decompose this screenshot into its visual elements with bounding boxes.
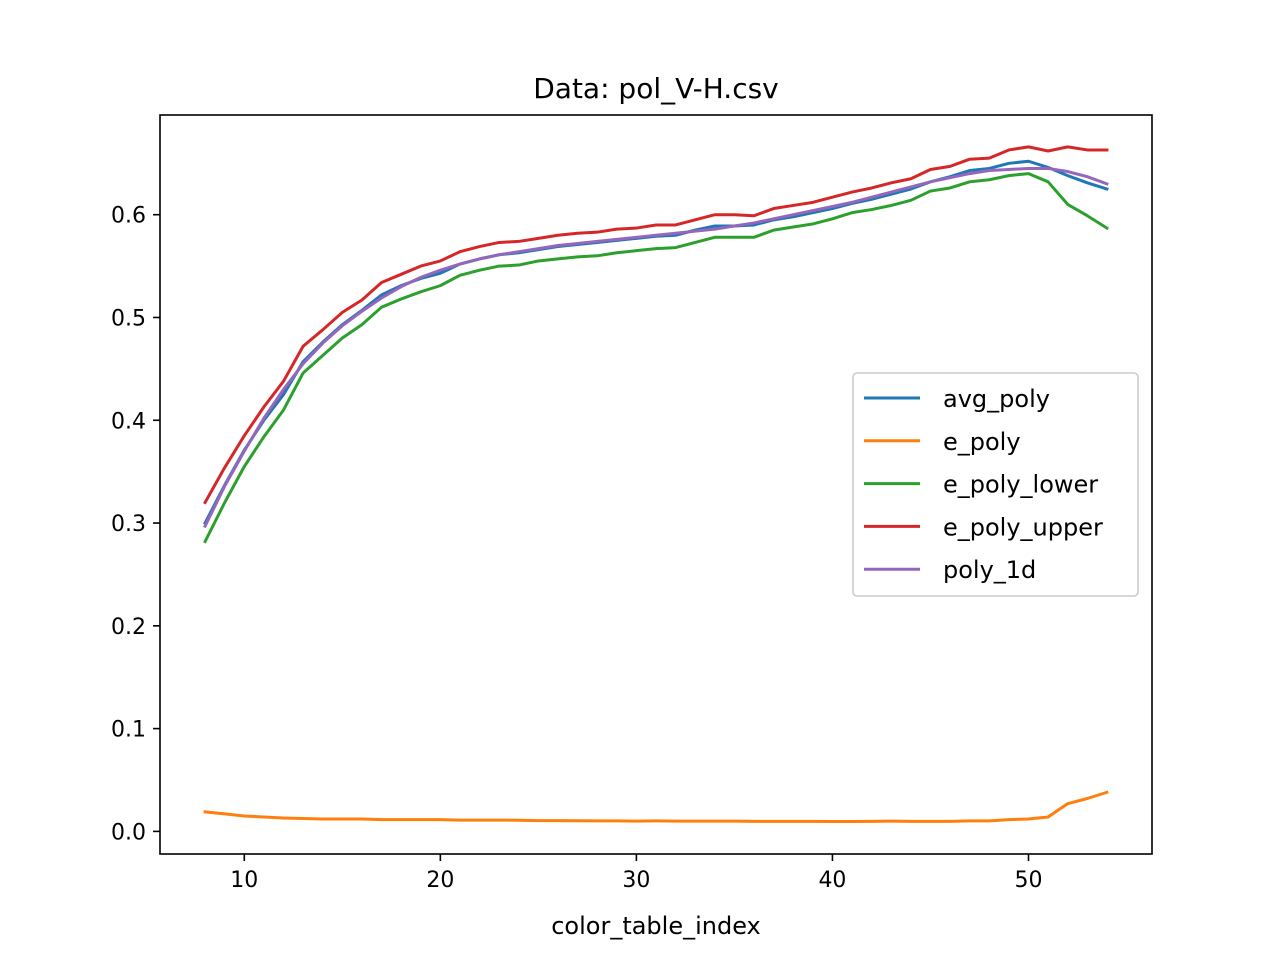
x-tick-label: 50	[1014, 868, 1042, 893]
legend-label: e_poly_lower	[943, 471, 1098, 499]
y-tick-label: 0.1	[111, 718, 146, 743]
y-tick-label: 0.0	[111, 820, 146, 845]
y-tick-label: 0.4	[111, 409, 146, 434]
legend-box	[852, 372, 1139, 597]
series-line-e-poly-lower	[203, 172, 1109, 544]
legend-label: e_poly_upper	[943, 513, 1103, 541]
x-axis-label: color_table_index	[551, 912, 761, 940]
x-tick-label: 20	[426, 868, 454, 893]
y-tick-label: 0.6	[111, 204, 146, 229]
legend-label: poly_1d	[943, 556, 1036, 584]
axes-frame	[159, 114, 1153, 855]
x-tick-label: 40	[818, 868, 846, 893]
legend: avg_poly e_poly e_poly_lower e_poly_upperpo…	[852, 372, 1139, 597]
y-tick-label: 0.5	[111, 306, 146, 331]
series-line-poly-1d	[203, 166, 1109, 529]
x-tick-label: 10	[230, 868, 258, 893]
series-layer	[203, 145, 1109, 824]
x-tick-label: 30	[622, 868, 650, 893]
y-tick-label: 0.2	[111, 615, 146, 640]
legend-label: e_poly	[943, 428, 1021, 456]
y-tick-label: 0.3	[111, 512, 146, 537]
axes-layer: 10 20 30 40 50 0.0 0.1 0.2 0.3 0.4 0.5 0.6	[111, 114, 1153, 893]
series-line-e-poly	[203, 790, 1109, 824]
chart-title: Data: pol_V-H.csv	[533, 72, 779, 105]
legend-label: avg_poly	[943, 385, 1050, 413]
series-line-e-poly-upper	[203, 145, 1109, 505]
